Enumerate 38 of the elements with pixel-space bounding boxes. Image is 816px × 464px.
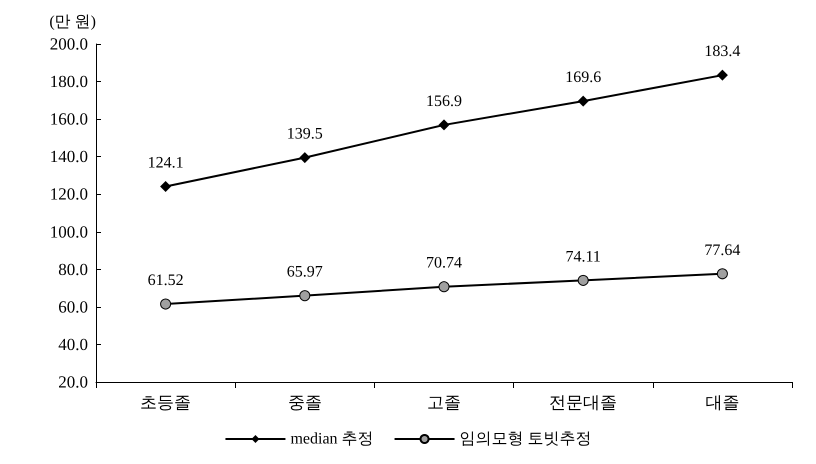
- data-label: 183.4: [704, 43, 740, 60]
- y-tick-label: 140.0: [50, 147, 88, 166]
- y-tick-label: 180.0: [50, 72, 88, 92]
- point: [438, 119, 450, 130]
- y-tick-label: 60.0: [58, 297, 88, 316]
- x-tick-label: 중졸: [288, 393, 322, 412]
- y-tick-label: 120.0: [50, 184, 88, 204]
- legend-label: 임의모형 토빗추정: [460, 430, 592, 448]
- data-label: 124.1: [148, 154, 184, 172]
- data-label: 74.11: [565, 248, 601, 266]
- y-tick-label: 200.0: [50, 34, 88, 54]
- x-tick-label: 대졸: [705, 393, 740, 412]
- point: [578, 274, 589, 286]
- data-label: 156.9: [426, 92, 462, 110]
- y-tick-label: 40.0: [58, 334, 88, 354]
- x-tick-label: 초등졸: [140, 393, 192, 412]
- y-tick-label: 20.0: [58, 372, 88, 392]
- y-tick-label: 100.0: [50, 222, 88, 242]
- point: [299, 290, 310, 302]
- x-tick-label: 전문대졸: [549, 393, 618, 412]
- data-label: 70.74: [426, 254, 462, 272]
- y-tick-label: 80.0: [58, 260, 88, 279]
- data-label: 65.97: [286, 264, 323, 281]
- data-label: 169.6: [565, 69, 602, 86]
- data-label: 77.64: [704, 242, 740, 259]
- data-label: 139.5: [286, 126, 323, 143]
- point: [160, 181, 172, 192]
- point: [160, 298, 172, 310]
- point: [716, 268, 728, 280]
- point: [716, 70, 728, 81]
- point: [438, 281, 450, 292]
- point: [578, 96, 589, 107]
- x-tick-label: 고졸: [427, 393, 461, 412]
- y-tick-label: 160.0: [50, 110, 88, 129]
- y-axis-title: (만 원): [49, 14, 96, 30]
- data-label: 61.52: [148, 272, 184, 290]
- legend-label: median 추정: [290, 430, 374, 448]
- point: [299, 152, 310, 164]
